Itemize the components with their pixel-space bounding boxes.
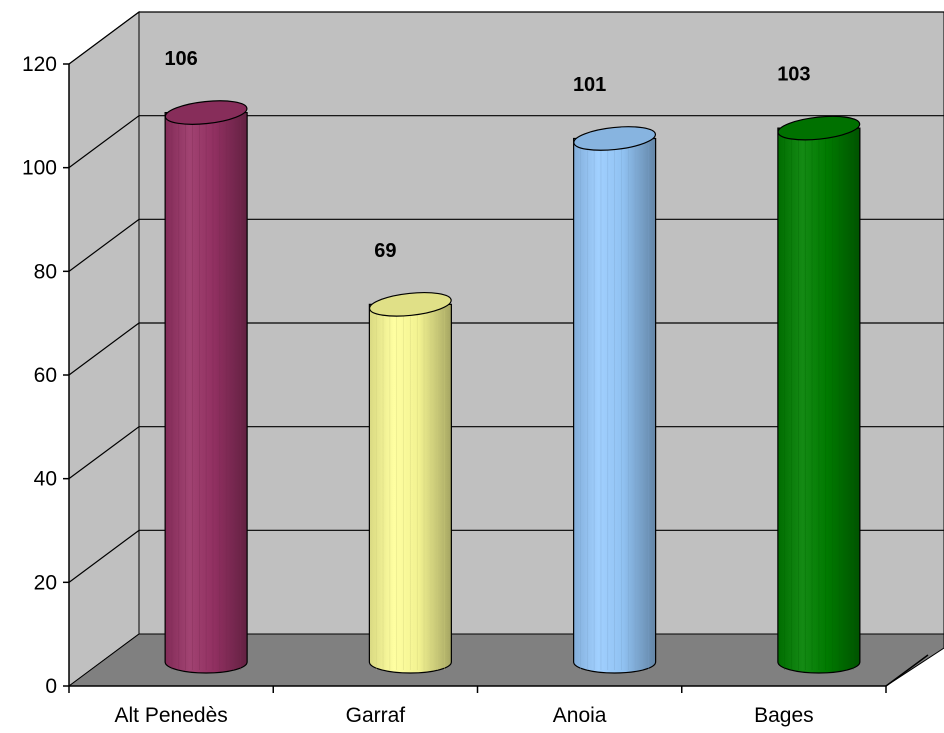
y-tick-label: 20	[34, 571, 57, 594]
gridline	[68, 115, 944, 169]
bar-top	[368, 292, 452, 317]
data-label: 106	[164, 48, 197, 70]
bar-top	[573, 126, 657, 151]
bar-top	[164, 100, 248, 125]
y-tick-label: 120	[22, 53, 57, 76]
bars	[164, 100, 861, 674]
y-tick-label: 80	[34, 260, 57, 283]
labels: 106 Alt Penedès 69 Garraf 101 Anoia 103 Bages	[115, 48, 814, 727]
gridline	[68, 529, 944, 583]
bar-anoia	[573, 126, 657, 674]
gridlines	[68, 11, 944, 583]
y-tick-label: 60	[34, 364, 57, 387]
gridline	[68, 322, 944, 376]
category-label: Garraf	[346, 704, 406, 727]
bar-top	[777, 115, 861, 141]
data-label: 103	[777, 64, 810, 86]
data-label: 69	[374, 240, 396, 262]
axes: 0 20 40 60 80 100 120	[22, 53, 929, 698]
y-tick-label: 0	[45, 675, 57, 698]
category-label: Anoia	[553, 704, 607, 727]
gridline	[68, 11, 944, 65]
bar-garraf	[368, 292, 452, 674]
y-tick-label: 100	[22, 157, 57, 180]
data-label: 101	[573, 74, 606, 96]
category-label: Alt Penedès	[115, 704, 228, 727]
gridline	[68, 426, 944, 480]
gridline	[68, 218, 944, 272]
category-label: Bages	[754, 704, 814, 727]
y-tick-label: 40	[34, 468, 57, 491]
bar-bages	[777, 115, 861, 674]
floor-edge-line	[885, 654, 929, 687]
bar-alt-pened-s	[164, 100, 248, 674]
